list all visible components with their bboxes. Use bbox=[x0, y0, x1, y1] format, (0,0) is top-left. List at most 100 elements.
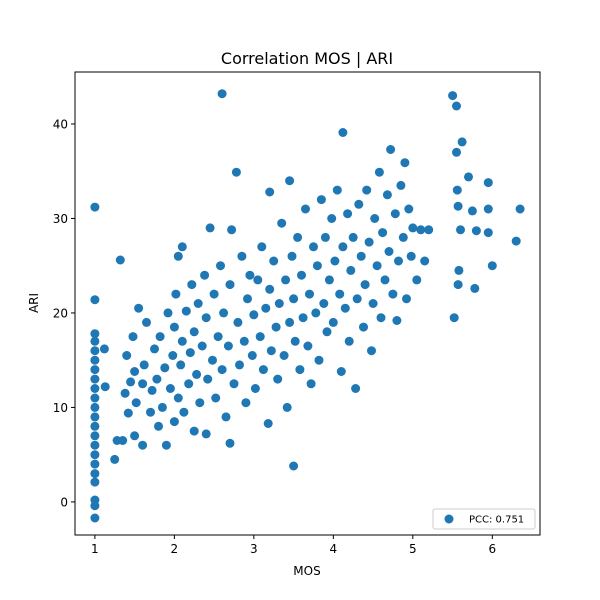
data-point bbox=[138, 379, 148, 389]
plot-frame bbox=[74, 71, 541, 536]
x-tick-label: 1 bbox=[91, 542, 99, 556]
data-point bbox=[123, 408, 133, 418]
data-point bbox=[269, 256, 279, 266]
data-point bbox=[281, 275, 291, 285]
data-point bbox=[380, 275, 390, 285]
data-point bbox=[90, 365, 100, 375]
data-point bbox=[176, 360, 186, 370]
data-point bbox=[277, 218, 287, 228]
data-point bbox=[152, 374, 162, 384]
data-point bbox=[370, 214, 380, 223]
data-point bbox=[327, 214, 337, 223]
data-point bbox=[90, 440, 100, 450]
data-point bbox=[376, 313, 386, 323]
data-point bbox=[390, 209, 400, 219]
data-point bbox=[157, 402, 167, 412]
data-point bbox=[338, 242, 348, 252]
data-point bbox=[356, 251, 366, 261]
data-point bbox=[203, 374, 213, 384]
data-point bbox=[147, 385, 157, 395]
data-point bbox=[229, 379, 239, 389]
data-point bbox=[470, 283, 480, 293]
x-tick-label: 2 bbox=[171, 542, 179, 556]
data-point bbox=[189, 426, 199, 436]
data-point bbox=[266, 346, 276, 356]
data-point bbox=[131, 398, 141, 408]
data-point bbox=[239, 336, 249, 346]
data-point bbox=[457, 137, 467, 147]
data-point bbox=[90, 450, 100, 460]
data-point bbox=[316, 195, 326, 205]
data-point bbox=[404, 204, 414, 214]
data-point bbox=[261, 303, 271, 313]
data-point bbox=[453, 201, 463, 211]
data-point bbox=[185, 348, 195, 358]
data-point bbox=[100, 382, 110, 392]
data-point bbox=[392, 316, 402, 325]
data-point bbox=[448, 91, 458, 101]
data-point bbox=[408, 223, 418, 233]
data-point bbox=[367, 346, 376, 356]
data-point bbox=[257, 242, 267, 252]
data-point bbox=[225, 438, 235, 448]
data-point bbox=[90, 329, 100, 339]
data-point bbox=[416, 225, 426, 235]
data-point bbox=[352, 294, 362, 304]
data-point bbox=[298, 313, 308, 323]
data-point bbox=[456, 225, 465, 235]
data-point bbox=[301, 204, 310, 214]
data-point bbox=[235, 360, 244, 370]
data-point bbox=[134, 303, 144, 313]
data-point bbox=[90, 421, 100, 431]
data-point bbox=[139, 360, 149, 370]
data-point bbox=[471, 226, 481, 236]
data-point bbox=[243, 294, 252, 304]
data-point bbox=[394, 256, 403, 266]
data-point bbox=[305, 289, 314, 299]
data-point bbox=[314, 355, 324, 365]
data-point bbox=[160, 363, 170, 373]
legend-box bbox=[432, 508, 536, 530]
data-point bbox=[181, 306, 191, 316]
data-point bbox=[388, 289, 398, 299]
data-point bbox=[90, 495, 100, 505]
data-point bbox=[287, 251, 297, 261]
data-point bbox=[163, 308, 173, 318]
data-point bbox=[306, 379, 316, 389]
data-point bbox=[398, 232, 408, 242]
data-point bbox=[351, 384, 361, 393]
data-point bbox=[282, 402, 292, 412]
data-point bbox=[309, 242, 318, 252]
data-point bbox=[245, 270, 255, 280]
data-point bbox=[90, 412, 100, 422]
data-point bbox=[150, 344, 159, 354]
data-point bbox=[184, 379, 194, 389]
x-tick-label: 4 bbox=[330, 542, 338, 556]
data-point bbox=[255, 332, 265, 342]
data-point bbox=[285, 176, 295, 186]
data-point bbox=[483, 204, 493, 214]
data-point bbox=[155, 332, 165, 342]
y-axis-label: ARI bbox=[27, 293, 41, 313]
data-point bbox=[99, 344, 109, 354]
data-point bbox=[130, 367, 140, 376]
data-point bbox=[515, 204, 525, 214]
data-point bbox=[237, 251, 247, 261]
data-point bbox=[168, 351, 178, 360]
data-point bbox=[412, 275, 422, 285]
x-tick-label: 6 bbox=[488, 542, 496, 556]
data-point bbox=[265, 187, 275, 197]
y-tick-label: 30 bbox=[53, 212, 68, 226]
data-point bbox=[138, 440, 148, 450]
data-point bbox=[279, 351, 289, 360]
data-point bbox=[142, 317, 151, 327]
data-point bbox=[364, 237, 374, 247]
data-point bbox=[319, 299, 329, 308]
data-point bbox=[90, 295, 100, 305]
data-point bbox=[312, 261, 322, 271]
data-point bbox=[368, 299, 378, 308]
data-point bbox=[285, 317, 295, 327]
data-point bbox=[328, 317, 338, 327]
data-point bbox=[464, 172, 473, 182]
data-point bbox=[233, 317, 243, 327]
